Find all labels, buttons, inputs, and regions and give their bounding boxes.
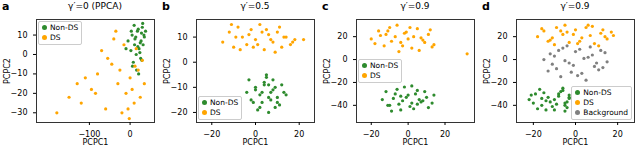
svg-text:10: 10 xyxy=(177,33,187,42)
svg-text:20: 20 xyxy=(613,130,623,139)
svg-text:−40: −40 xyxy=(491,101,508,110)
html-text:γ′=0 (PPCA): γ′=0 (PPCA) xyxy=(68,1,122,11)
svg-text:PCPC1: PCPC1 xyxy=(243,138,269,147)
svg-text:−20: −20 xyxy=(171,108,188,117)
svg-text:20: 20 xyxy=(294,130,304,139)
svg-text:0: 0 xyxy=(182,58,187,67)
html-text:a: a xyxy=(2,0,10,13)
svg-text:PCPC2: PCPC2 xyxy=(483,58,492,84)
svg-text:−20: −20 xyxy=(203,130,220,139)
svg-text:0: 0 xyxy=(405,130,411,140)
html-text:Background: Background xyxy=(583,108,628,117)
svg-text:−30: −30 xyxy=(11,108,28,117)
svg-text:−10: −10 xyxy=(171,83,188,92)
svg-text:−20: −20 xyxy=(331,78,348,87)
svg-text:0: 0 xyxy=(342,55,347,64)
svg-text:PCPC1: PCPC1 xyxy=(563,138,589,147)
html-text:Non-DS: Non-DS xyxy=(50,23,79,32)
svg-text:0: 0 xyxy=(502,55,507,64)
html-text:Non-DS: Non-DS xyxy=(583,88,612,97)
svg-text:−100: −100 xyxy=(78,130,101,140)
html-text:DS: DS xyxy=(370,70,381,80)
svg-text:0: 0 xyxy=(128,130,133,139)
svg-text:−40: −40 xyxy=(331,101,348,110)
svg-text:−20: −20 xyxy=(525,130,542,139)
svg-text:20: 20 xyxy=(440,130,450,139)
html-text:Non-DS: Non-DS xyxy=(370,60,399,70)
html-text:c: c xyxy=(322,0,329,13)
svg-text:−20: −20 xyxy=(491,78,508,87)
html-text:γ′=0.9: γ′=0.9 xyxy=(560,1,590,11)
html-text:d: d xyxy=(482,0,490,13)
html-text:DS: DS xyxy=(210,108,221,117)
svg-text:0: 0 xyxy=(22,50,27,59)
svg-text:−20: −20 xyxy=(11,89,28,98)
svg-text:−20: −20 xyxy=(363,130,380,139)
svg-text:PCPC2: PCPC2 xyxy=(323,58,332,84)
svg-text:0: 0 xyxy=(573,130,578,140)
svg-text:10: 10 xyxy=(17,31,27,40)
svg-text:PCPC1: PCPC1 xyxy=(83,138,109,147)
svg-text:−10: −10 xyxy=(11,69,28,78)
svg-text:PCPC2: PCPC2 xyxy=(3,58,12,84)
html-text:b: b xyxy=(162,0,170,13)
svg-text:20: 20 xyxy=(497,32,507,41)
svg-text:PCPC1: PCPC1 xyxy=(403,138,429,147)
svg-text:20: 20 xyxy=(337,32,347,41)
html-text:Non-DS: Non-DS xyxy=(210,98,239,107)
html-text:DS: DS xyxy=(583,98,594,107)
html-text:γ′=0.5: γ′=0.5 xyxy=(240,1,270,11)
svg-text:0: 0 xyxy=(253,130,258,140)
html-text:DS: DS xyxy=(50,33,61,42)
svg-text:PCPC2: PCPC2 xyxy=(163,58,172,84)
html-text:γ′=0.9: γ′=0.9 xyxy=(400,1,430,11)
